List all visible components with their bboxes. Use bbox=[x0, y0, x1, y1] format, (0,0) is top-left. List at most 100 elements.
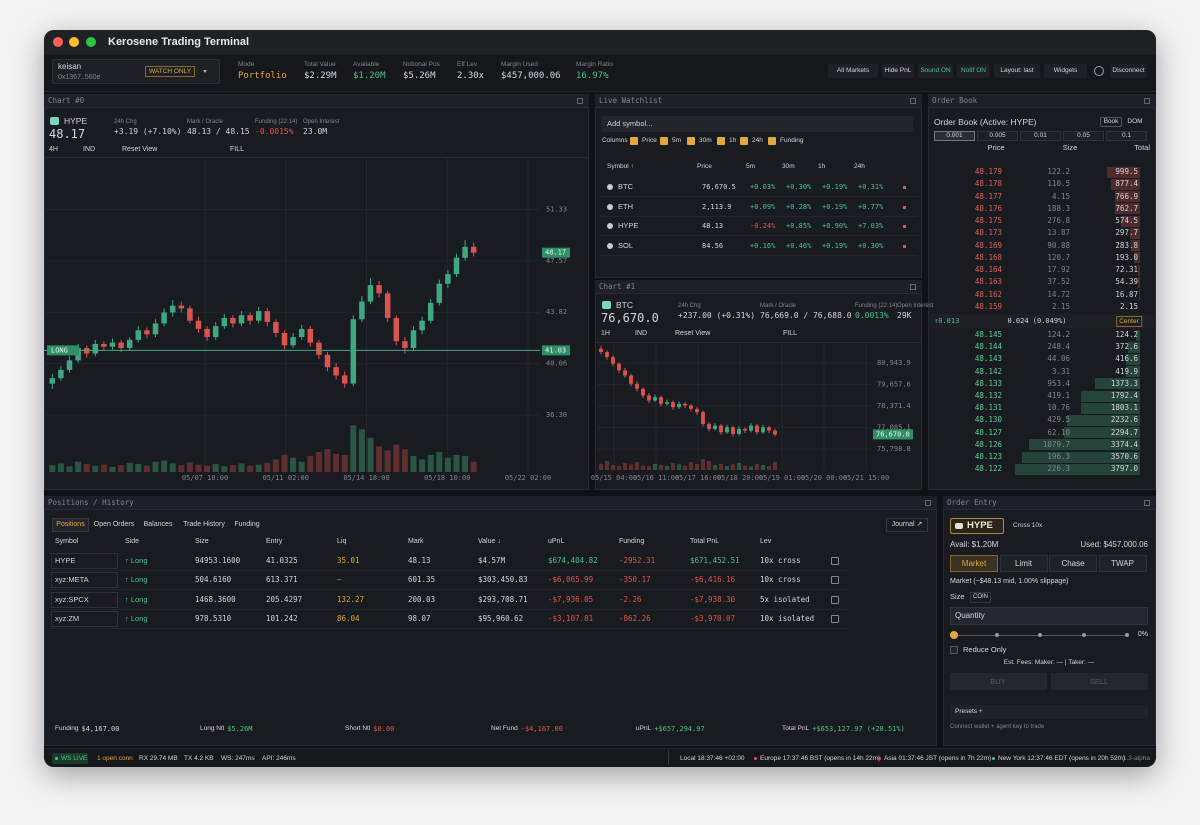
column-checkbox[interactable] bbox=[660, 137, 668, 145]
tick-size[interactable] bbox=[977, 131, 1018, 141]
tab-label[interactable]: Open Orders bbox=[93, 521, 135, 528]
column-checkbox[interactable] bbox=[717, 137, 725, 145]
size-unit[interactable]: COIN bbox=[970, 592, 991, 603]
buy-button[interactable] bbox=[950, 673, 1047, 690]
toolbar-button[interactable] bbox=[882, 64, 914, 78]
tick-size[interactable] bbox=[934, 131, 975, 141]
toolbar-button-label[interactable]: Sound ON bbox=[920, 67, 951, 74]
toolbar-button-label[interactable]: Layout: last bbox=[1000, 67, 1034, 74]
tick-size-label[interactable]: 0.01 bbox=[1034, 132, 1047, 139]
book-mode-label[interactable]: DOM bbox=[1127, 118, 1143, 125]
tick-size-label[interactable]: 0.1 bbox=[1121, 132, 1132, 139]
presets-row[interactable] bbox=[950, 705, 1148, 719]
panel-close[interactable] bbox=[1144, 500, 1150, 506]
available: Avail: $1.20M bbox=[950, 540, 999, 549]
close-position[interactable] bbox=[831, 595, 839, 604]
toolbar-button-label[interactable]: Hide PnL bbox=[884, 67, 912, 74]
account-selector[interactable] bbox=[52, 59, 220, 84]
toolbar-button[interactable] bbox=[828, 64, 878, 78]
column-checkbox[interactable] bbox=[740, 137, 748, 145]
tick-size[interactable] bbox=[1063, 131, 1104, 141]
buy-label[interactable]: BUY bbox=[990, 676, 1006, 686]
chart-tool[interactable]: FILL bbox=[230, 146, 245, 153]
status-item: TX 4.2 KB bbox=[184, 755, 214, 762]
column-checkbox[interactable] bbox=[630, 137, 638, 145]
remove-icon[interactable] bbox=[903, 225, 906, 229]
depth-bar bbox=[1094, 378, 1140, 390]
slider-stop[interactable] bbox=[1082, 633, 1086, 637]
close-position[interactable] bbox=[831, 557, 839, 565]
toolbar-button[interactable] bbox=[1044, 64, 1087, 78]
chart-tool[interactable]: IND bbox=[635, 330, 648, 337]
window-control[interactable] bbox=[69, 37, 79, 47]
chart-tool[interactable]: 1H bbox=[601, 330, 610, 337]
toolbar-button-label[interactable]: Notif ON bbox=[961, 67, 986, 74]
toolbar-button-label[interactable]: Widgets bbox=[1053, 67, 1078, 74]
sell-label[interactable]: SELL bbox=[1089, 676, 1109, 686]
tick-size-label[interactable]: 0.005 bbox=[989, 132, 1006, 139]
toolbar-button[interactable] bbox=[918, 64, 953, 78]
order-type[interactable] bbox=[999, 555, 1048, 572]
order-type[interactable] bbox=[950, 555, 998, 572]
remove-icon[interactable] bbox=[903, 205, 906, 209]
tick-size-label[interactable]: 0.001 bbox=[946, 132, 963, 139]
toolbar-button[interactable] bbox=[957, 64, 990, 78]
status-item: API: 246ms bbox=[262, 755, 296, 762]
presets[interactable]: Presets + bbox=[955, 708, 983, 715]
ob-size: 248.4 bbox=[1047, 342, 1070, 352]
panel-close[interactable] bbox=[1144, 98, 1150, 104]
panel-close[interactable] bbox=[577, 98, 583, 104]
remove-icon[interactable] bbox=[903, 245, 906, 249]
slider-stop[interactable] bbox=[950, 631, 958, 639]
slider-stop[interactable] bbox=[1038, 633, 1042, 637]
tab-label[interactable]: Trade History bbox=[183, 521, 225, 528]
tab-label[interactable]: Balances bbox=[143, 521, 173, 528]
journal-button[interactable] bbox=[886, 518, 928, 532]
slider-stop[interactable] bbox=[1125, 633, 1129, 637]
journal-label[interactable]: Journal ↗ bbox=[891, 521, 923, 528]
tick-size[interactable] bbox=[1020, 131, 1061, 141]
remove-icon[interactable] bbox=[903, 186, 906, 189]
toolbar-button[interactable] bbox=[1110, 64, 1147, 78]
order-type-label[interactable]: Market bbox=[961, 558, 987, 568]
toolbar-button[interactable] bbox=[994, 64, 1040, 78]
quantity-input[interactable] bbox=[950, 607, 1148, 625]
order-type[interactable] bbox=[1049, 555, 1097, 572]
order-type-label[interactable]: TWAP bbox=[1111, 558, 1134, 568]
tick-size[interactable] bbox=[1106, 131, 1147, 141]
order-type-label[interactable]: Chase bbox=[1061, 558, 1085, 568]
tick-size-label[interactable]: 0.05 bbox=[1077, 132, 1090, 139]
tab-label[interactable]: Positions bbox=[56, 521, 85, 528]
book-mode[interactable] bbox=[1100, 117, 1122, 127]
toolbar-button-label[interactable]: Disconnect bbox=[1112, 67, 1145, 74]
window-control[interactable] bbox=[86, 37, 96, 47]
chart-tool[interactable]: Reset View bbox=[122, 146, 158, 153]
book-mode-label[interactable]: Book bbox=[1103, 118, 1119, 125]
close-position[interactable] bbox=[831, 614, 839, 623]
chart-tool[interactable]: FILL bbox=[783, 330, 798, 337]
column-checkbox[interactable] bbox=[687, 137, 695, 145]
toolbar-button-label[interactable]: All Markets bbox=[836, 67, 870, 74]
order-type-label[interactable]: Limit bbox=[1015, 558, 1032, 568]
column-checkbox[interactable] bbox=[768, 137, 776, 145]
chart-tool[interactable]: IND bbox=[83, 146, 96, 153]
panel-close[interactable] bbox=[910, 98, 916, 104]
sell-button[interactable] bbox=[1051, 673, 1148, 690]
reduce-only-checkbox[interactable] bbox=[950, 646, 958, 654]
window-control[interactable] bbox=[53, 37, 63, 47]
settings-icon[interactable] bbox=[1094, 66, 1104, 76]
slider-stop[interactable] bbox=[995, 633, 999, 637]
tab[interactable] bbox=[52, 518, 89, 532]
ob-size: 122.2 bbox=[1047, 167, 1070, 176]
center-button[interactable]: Center bbox=[1116, 316, 1142, 327]
position-cell: 132.27 bbox=[337, 594, 365, 604]
panel-close[interactable] bbox=[925, 500, 931, 506]
symbol-chip[interactable] bbox=[950, 518, 1004, 534]
tab-label[interactable]: Funding bbox=[234, 521, 260, 528]
chart-tool[interactable]: 4H bbox=[49, 146, 58, 153]
chart-tool[interactable]: Reset View bbox=[675, 330, 711, 337]
panel-close[interactable] bbox=[910, 284, 916, 290]
symbol-input[interactable] bbox=[601, 116, 913, 132]
close-position[interactable] bbox=[831, 576, 839, 585]
order-type[interactable] bbox=[1098, 555, 1147, 572]
